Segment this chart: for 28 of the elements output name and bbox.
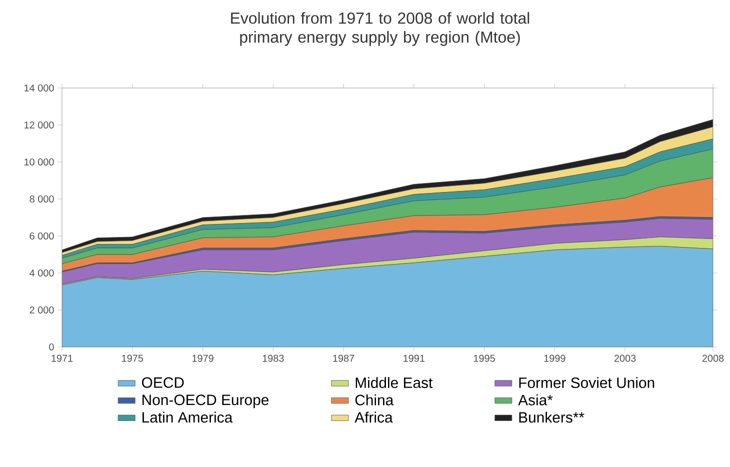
x-tick-label: 1987 — [333, 354, 354, 362]
y-tick-label: 4 000 — [30, 269, 54, 277]
legend-label: Middle East — [356, 377, 433, 388]
y-tick-label: 6 000 — [30, 232, 54, 240]
x-tick-label: 1971 — [52, 354, 73, 362]
x-tick-label: 1983 — [262, 354, 284, 362]
y-tick-label: 12 000 — [24, 121, 54, 129]
y-tick-label: 10 000 — [24, 158, 54, 166]
x-tick-label: 1979 — [192, 354, 214, 362]
y-tick-label: 2 000 — [30, 306, 54, 314]
x-tick-label: 2008 — [702, 354, 724, 362]
legend-label: Asia* — [518, 394, 553, 406]
legend-label: Former Soviet Union — [519, 377, 654, 388]
legend-label: Non-OECD Europe — [142, 394, 269, 408]
legend-label: OECD — [142, 377, 184, 388]
chart-title: Evolution from 1971 to 2008 of world total primary energy supply by region (Mtoe) — [231, 12, 530, 46]
y-tick-label: 14 000 — [24, 84, 54, 92]
x-tick-label: 2003 — [614, 354, 636, 362]
legend-label: China — [355, 394, 394, 406]
legend-label: Africa — [354, 412, 393, 423]
x-tick-label: 1999 — [544, 354, 566, 362]
x-tick-label: 1975 — [122, 354, 144, 362]
y-tick-label: 8 000 — [30, 195, 54, 203]
legend-label: Bunkers** — [519, 412, 584, 423]
x-tick-label: 1995 — [474, 354, 495, 362]
x-tick-label: 1991 — [404, 354, 424, 362]
y-tick-label: 0 — [49, 343, 54, 351]
legend-label: Latin America — [142, 412, 233, 423]
